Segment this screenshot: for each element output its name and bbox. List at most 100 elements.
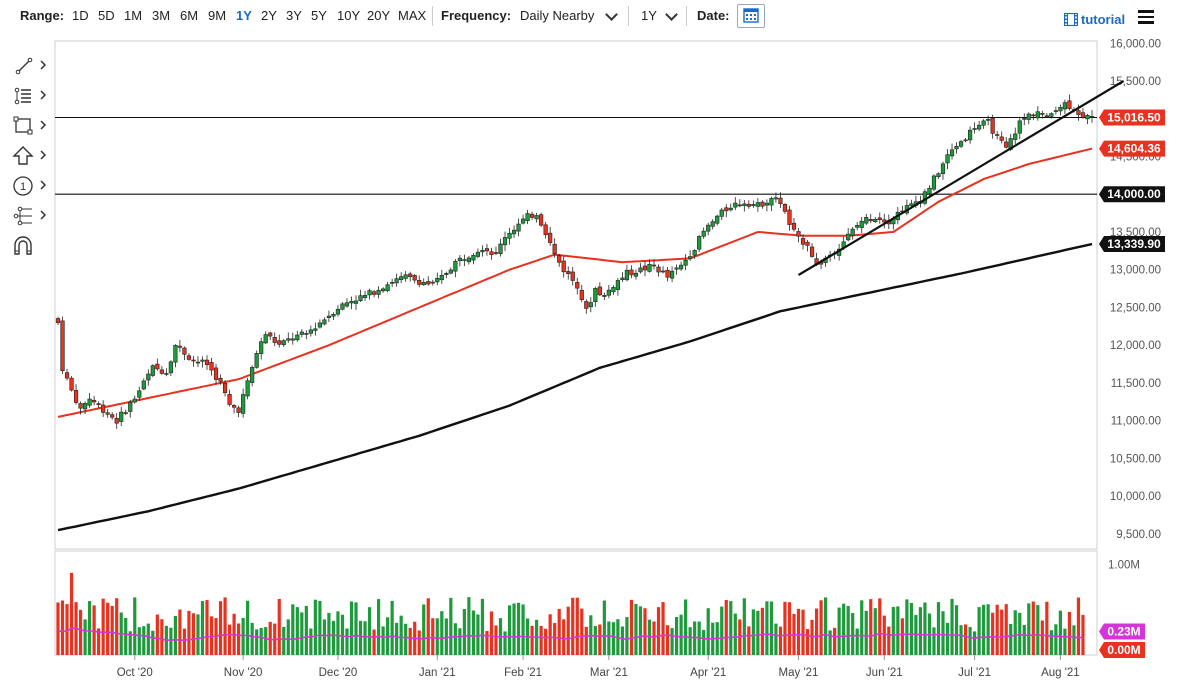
volume-bar [241,617,245,655]
frequency-label: Frequency: [441,8,512,23]
range-9m[interactable]: 9M [208,8,227,23]
candle [760,201,765,207]
volume-bar [381,626,385,655]
candle [200,359,205,362]
volume-bar [178,609,182,655]
price-tick-label: 16,000.00 [1110,38,1161,50]
candle [958,141,964,147]
volume-bar [205,600,209,655]
period-dropdown[interactable]: 1Y [641,8,657,23]
candle [511,229,517,235]
candle [250,367,255,383]
candle [222,382,228,394]
magnet-icon[interactable] [10,234,50,258]
calendar-icon[interactable] [737,4,765,28]
range-6m[interactable]: 6M [180,8,199,23]
candle [769,198,774,206]
range-1y[interactable]: 1Y [236,8,252,23]
volume-bar [638,606,643,655]
candle [864,217,869,224]
candle [349,300,354,304]
range-10y[interactable]: 10Y [337,8,361,23]
film-icon[interactable] [1064,13,1078,26]
volume-bar [941,611,945,655]
candle [1080,112,1086,118]
volume-bar [1004,604,1008,655]
volume-bar [322,619,327,655]
candle [394,278,399,284]
range-label: Range: [20,8,65,23]
candle [340,303,345,310]
candle [697,236,702,250]
candle [403,274,408,279]
annotation-1-icon[interactable]: 1 [10,174,50,198]
candle [850,228,855,236]
range-1d[interactable]: 1D [72,8,89,23]
range-3y[interactable]: 3Y [286,8,302,23]
candle [688,256,693,260]
sma-50-tag: 14,604.36 [1107,142,1161,156]
volume-bar [665,625,670,655]
svg-text:1: 1 [20,181,26,193]
hamburger-menu-icon[interactable] [1138,10,1154,24]
candle [96,403,101,405]
candle [277,340,282,345]
range-2y[interactable]: 2Y [261,8,277,23]
candle [525,213,530,222]
candle [791,222,797,230]
range-5d[interactable]: 5D [98,8,115,23]
volume-bar [399,615,403,655]
candle [82,403,88,410]
candle [679,264,684,270]
volume-bar [160,619,164,655]
candle [520,218,526,224]
volume-bar [354,602,358,655]
candle [552,243,557,255]
volume-bar [516,602,521,655]
candle [1035,111,1040,119]
sma-50-line [57,147,1093,418]
volume-bar [936,602,941,655]
volume-bar [182,628,187,655]
candle [191,359,196,362]
volume-bar [769,601,774,655]
volume-bar [963,624,968,655]
range-3m[interactable]: 3M [152,8,171,23]
candle [846,233,851,241]
tutorial-link[interactable]: tutorial [1081,12,1126,27]
arrow-up-icon[interactable] [10,144,50,168]
range-max[interactable]: MAX [398,8,427,23]
volume-tag: 0.00M [1107,643,1140,657]
candle [751,204,756,206]
rectangle-icon[interactable] [10,114,50,138]
toolbar: Range: 1D 5D 1M 3M 6M 9M 1Y 2Y 3Y 5Y 10Y 20Y MAX Fre… [0,0,1177,34]
candle [859,220,864,228]
volume-bar [593,625,597,655]
fibonacci-icon[interactable] [10,84,50,108]
sma-50-tag-bg [1099,140,1165,157]
x-tick-label: Dec '20 [319,667,358,679]
candle [308,329,313,334]
volume-bar [507,605,512,655]
volume-bar [151,630,155,655]
volume-bar [386,617,390,655]
candle [755,202,760,207]
volume-bar [1058,610,1062,655]
candle [633,272,639,277]
volume-bar [395,622,399,655]
candle [954,146,959,150]
volume-bar [959,625,963,655]
frequency-dropdown[interactable]: Daily Nearby [520,8,595,23]
range-20y[interactable]: 20Y [367,8,391,23]
pitchfork-icon[interactable] [10,204,50,228]
volume-bar [801,609,805,655]
volume-bar [918,607,923,655]
candle [150,365,155,376]
range-5y[interactable]: 5Y [311,8,327,23]
volume-bar [318,600,322,655]
range-1m[interactable]: 1M [124,8,143,23]
candle [575,282,580,289]
volume-bar [277,598,281,655]
line-draw-icon[interactable] [10,54,50,78]
